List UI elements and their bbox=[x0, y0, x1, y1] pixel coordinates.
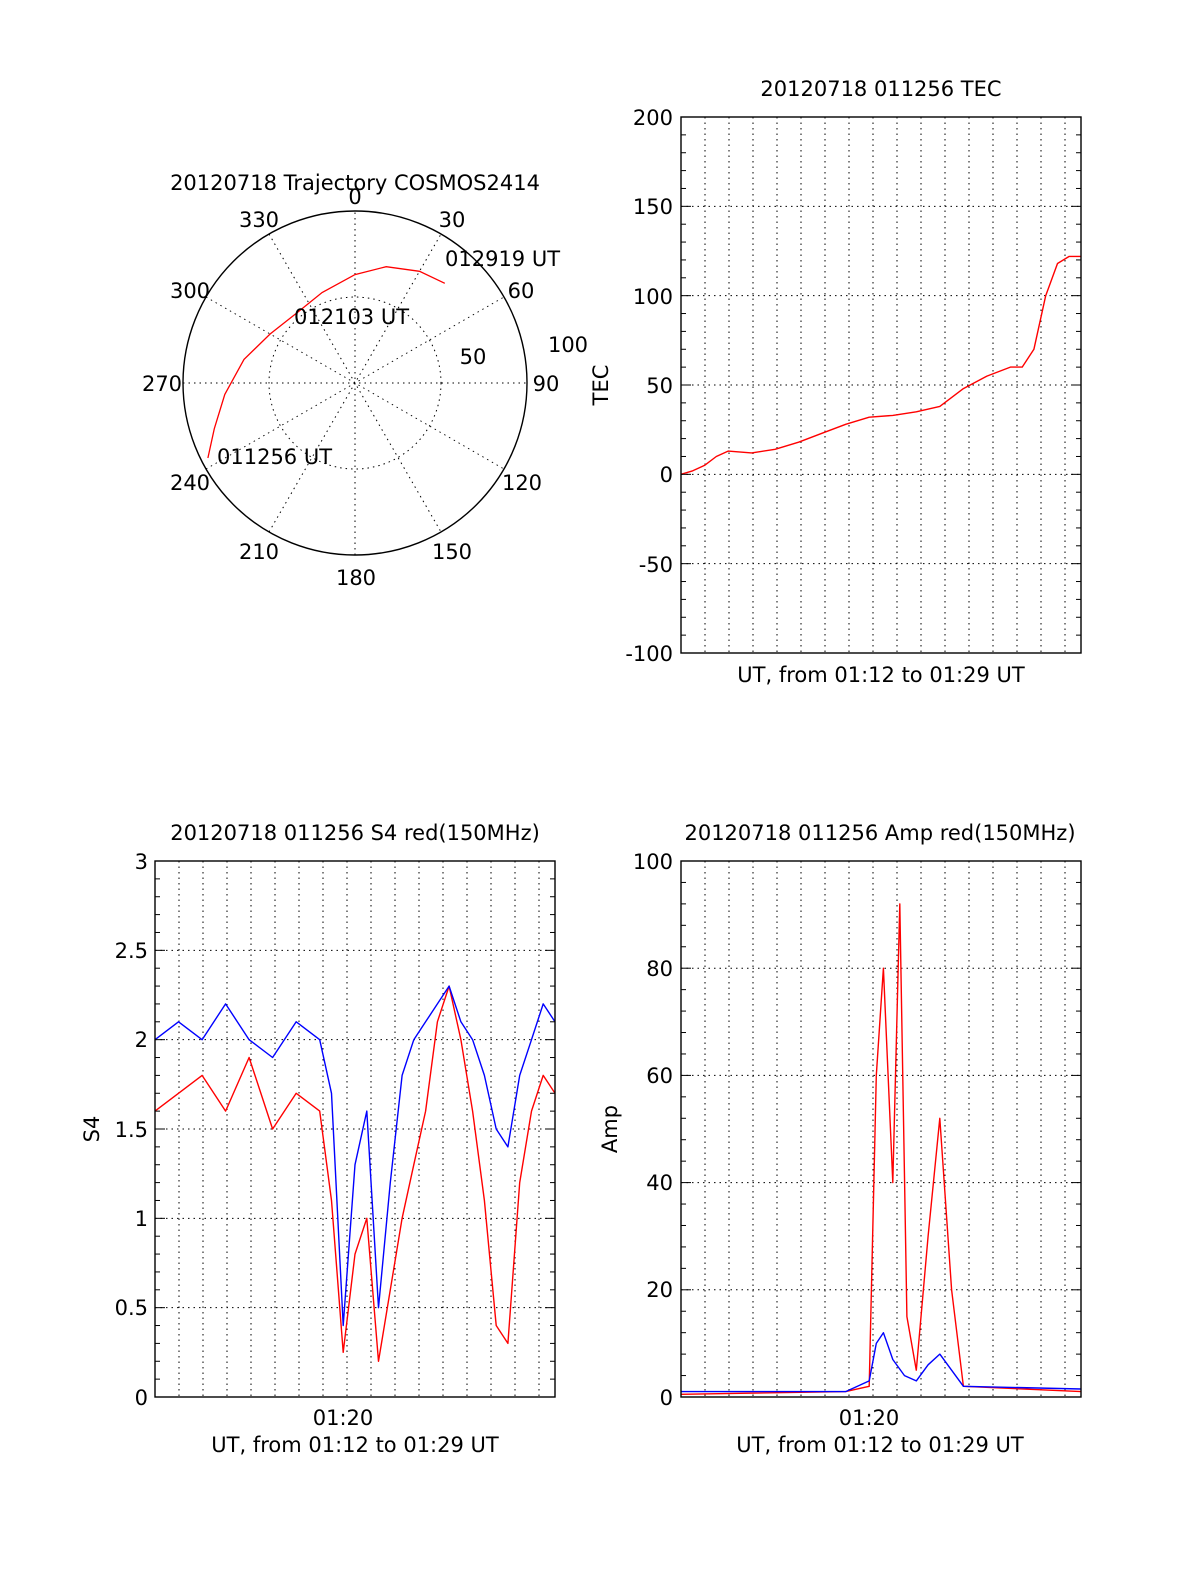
s4-y-axis-label: S4 bbox=[80, 1116, 104, 1143]
radius-label-50: 50 bbox=[460, 345, 487, 369]
polar-trajectory-chart: 20120718 Trajectory COSMOS2414 0 30 60 9… bbox=[142, 171, 588, 590]
angle-label-270: 270 bbox=[142, 372, 182, 396]
polar-grid-spoke-150 bbox=[268, 233, 442, 533]
angle-label-150: 150 bbox=[432, 540, 472, 564]
amp-y-tick-labels: 100 80 60 40 20 0 bbox=[633, 850, 673, 1410]
s4-ytick-0.5: 0.5 bbox=[115, 1296, 148, 1320]
tec-ytick-0: 0 bbox=[660, 463, 673, 487]
amp-y-axis-label: Amp bbox=[598, 1105, 622, 1153]
s4-series bbox=[154, 985, 556, 1363]
tec-grid bbox=[681, 117, 1081, 653]
polar-trajectory-series bbox=[207, 266, 446, 459]
s4-grid bbox=[155, 861, 555, 1397]
tec-series bbox=[680, 255, 1081, 475]
angle-label-90: 90 bbox=[533, 372, 560, 396]
amp-series-line-0 bbox=[680, 903, 1082, 1395]
tec-plot-frame bbox=[680, 116, 1082, 654]
polar-radius-labels: 50 100 bbox=[460, 333, 588, 369]
angle-label-180: 180 bbox=[336, 566, 376, 590]
angle-label-60: 60 bbox=[508, 279, 535, 303]
radius-label-100: 100 bbox=[548, 333, 588, 357]
amp-plot-frame bbox=[680, 860, 1082, 1398]
amp-series-line-1 bbox=[681, 1331, 1082, 1393]
angle-label-210: 210 bbox=[239, 540, 279, 564]
tec-ytick-neg50: -50 bbox=[639, 553, 673, 577]
polar-angle-labels: 0 30 60 90 120 150 180 210 240 270 300 3… bbox=[142, 185, 559, 590]
annotation-end-time: 012919 UT bbox=[445, 247, 560, 271]
s4-x-tick-label: 01:20 bbox=[313, 1406, 374, 1430]
amp-y-tick-marks bbox=[681, 860, 1081, 1398]
amp-x-axis-label: UT, from 01:12 to 01:29 UT bbox=[736, 1433, 1024, 1457]
annotation-start-time: 011256 UT bbox=[217, 445, 332, 469]
amp-ytick-40: 40 bbox=[646, 1171, 673, 1195]
angle-label-0: 0 bbox=[348, 185, 361, 209]
polar-outer-circle bbox=[182, 210, 528, 556]
tec-y-tick-labels: 200 150 100 50 0 -50 -100 bbox=[625, 106, 673, 666]
tec-x-axis-label: UT, from 01:12 to 01:29 UT bbox=[737, 663, 1025, 687]
amp-ytick-20: 20 bbox=[646, 1278, 673, 1302]
polar-grid-circle-50 bbox=[268, 296, 442, 470]
tec-ytick-200: 200 bbox=[633, 106, 673, 130]
s4-ytick-1.5: 1.5 bbox=[115, 1118, 148, 1142]
s4-ytick-2: 2 bbox=[135, 1028, 148, 1052]
s4-chart-title: 20120718 011256 S4 red(150MHz) bbox=[170, 821, 540, 845]
polar-time-annotations: 012919 UT 012103 UT 011256 UT bbox=[217, 247, 560, 469]
tec-ytick-50: 50 bbox=[646, 374, 673, 398]
amp-ytick-0: 0 bbox=[660, 1386, 673, 1410]
angle-label-300: 300 bbox=[170, 279, 210, 303]
amp-chart: 20120718 011256 Amp red(150MHz) 100 80 6… bbox=[598, 821, 1082, 1457]
s4-ytick-2.5: 2.5 bbox=[115, 939, 148, 963]
amp-ytick-80: 80 bbox=[646, 957, 673, 981]
s4-ytick-1: 1 bbox=[135, 1207, 148, 1231]
tec-series-line-0 bbox=[680, 255, 1081, 475]
angle-label-120: 120 bbox=[502, 471, 542, 495]
tec-ytick-neg100: -100 bbox=[625, 642, 673, 666]
tec-ytick-100: 100 bbox=[633, 285, 673, 309]
tec-ytick-150: 150 bbox=[633, 195, 673, 219]
s4-x-axis-label: UT, from 01:12 to 01:29 UT bbox=[211, 1433, 499, 1457]
s4-series-line-1 bbox=[154, 985, 556, 1327]
tec-chart-title: 20120718 011256 TEC bbox=[760, 77, 1001, 101]
tec-chart: 20120718 011256 TEC 200 150 100 50 0 -50… bbox=[589, 77, 1082, 687]
amp-series bbox=[680, 903, 1082, 1395]
s4-chart: 20120718 011256 S4 red(150MHz) 3 2.5 2 1… bbox=[80, 821, 556, 1457]
polar-grid bbox=[183, 211, 527, 555]
s4-series-line-0 bbox=[154, 985, 556, 1363]
angle-label-240: 240 bbox=[170, 471, 210, 495]
tec-y-axis-label: TEC bbox=[589, 365, 613, 407]
amp-x-tick-label: 01:20 bbox=[839, 1406, 900, 1430]
angle-label-330: 330 bbox=[239, 208, 279, 232]
amp-grid bbox=[681, 861, 1081, 1397]
s4-y-tick-labels: 3 2.5 2 1.5 1 0.5 0 bbox=[115, 850, 148, 1410]
amp-ytick-100: 100 bbox=[633, 850, 673, 874]
s4-y-tick-marks bbox=[155, 860, 555, 1398]
polar-trajectory-line-0 bbox=[207, 266, 446, 459]
annotation-mid-time: 012103 UT bbox=[294, 305, 409, 329]
polar-chart-title: 20120718 Trajectory COSMOS2414 bbox=[170, 171, 540, 195]
s4-ytick-3: 3 bbox=[135, 850, 148, 874]
amp-ytick-60: 60 bbox=[646, 1064, 673, 1088]
amp-chart-title: 20120718 011256 Amp red(150MHz) bbox=[684, 821, 1075, 845]
angle-label-30: 30 bbox=[439, 208, 466, 232]
tec-y-tick-marks bbox=[681, 116, 1081, 654]
s4-ytick-0: 0 bbox=[135, 1386, 148, 1410]
